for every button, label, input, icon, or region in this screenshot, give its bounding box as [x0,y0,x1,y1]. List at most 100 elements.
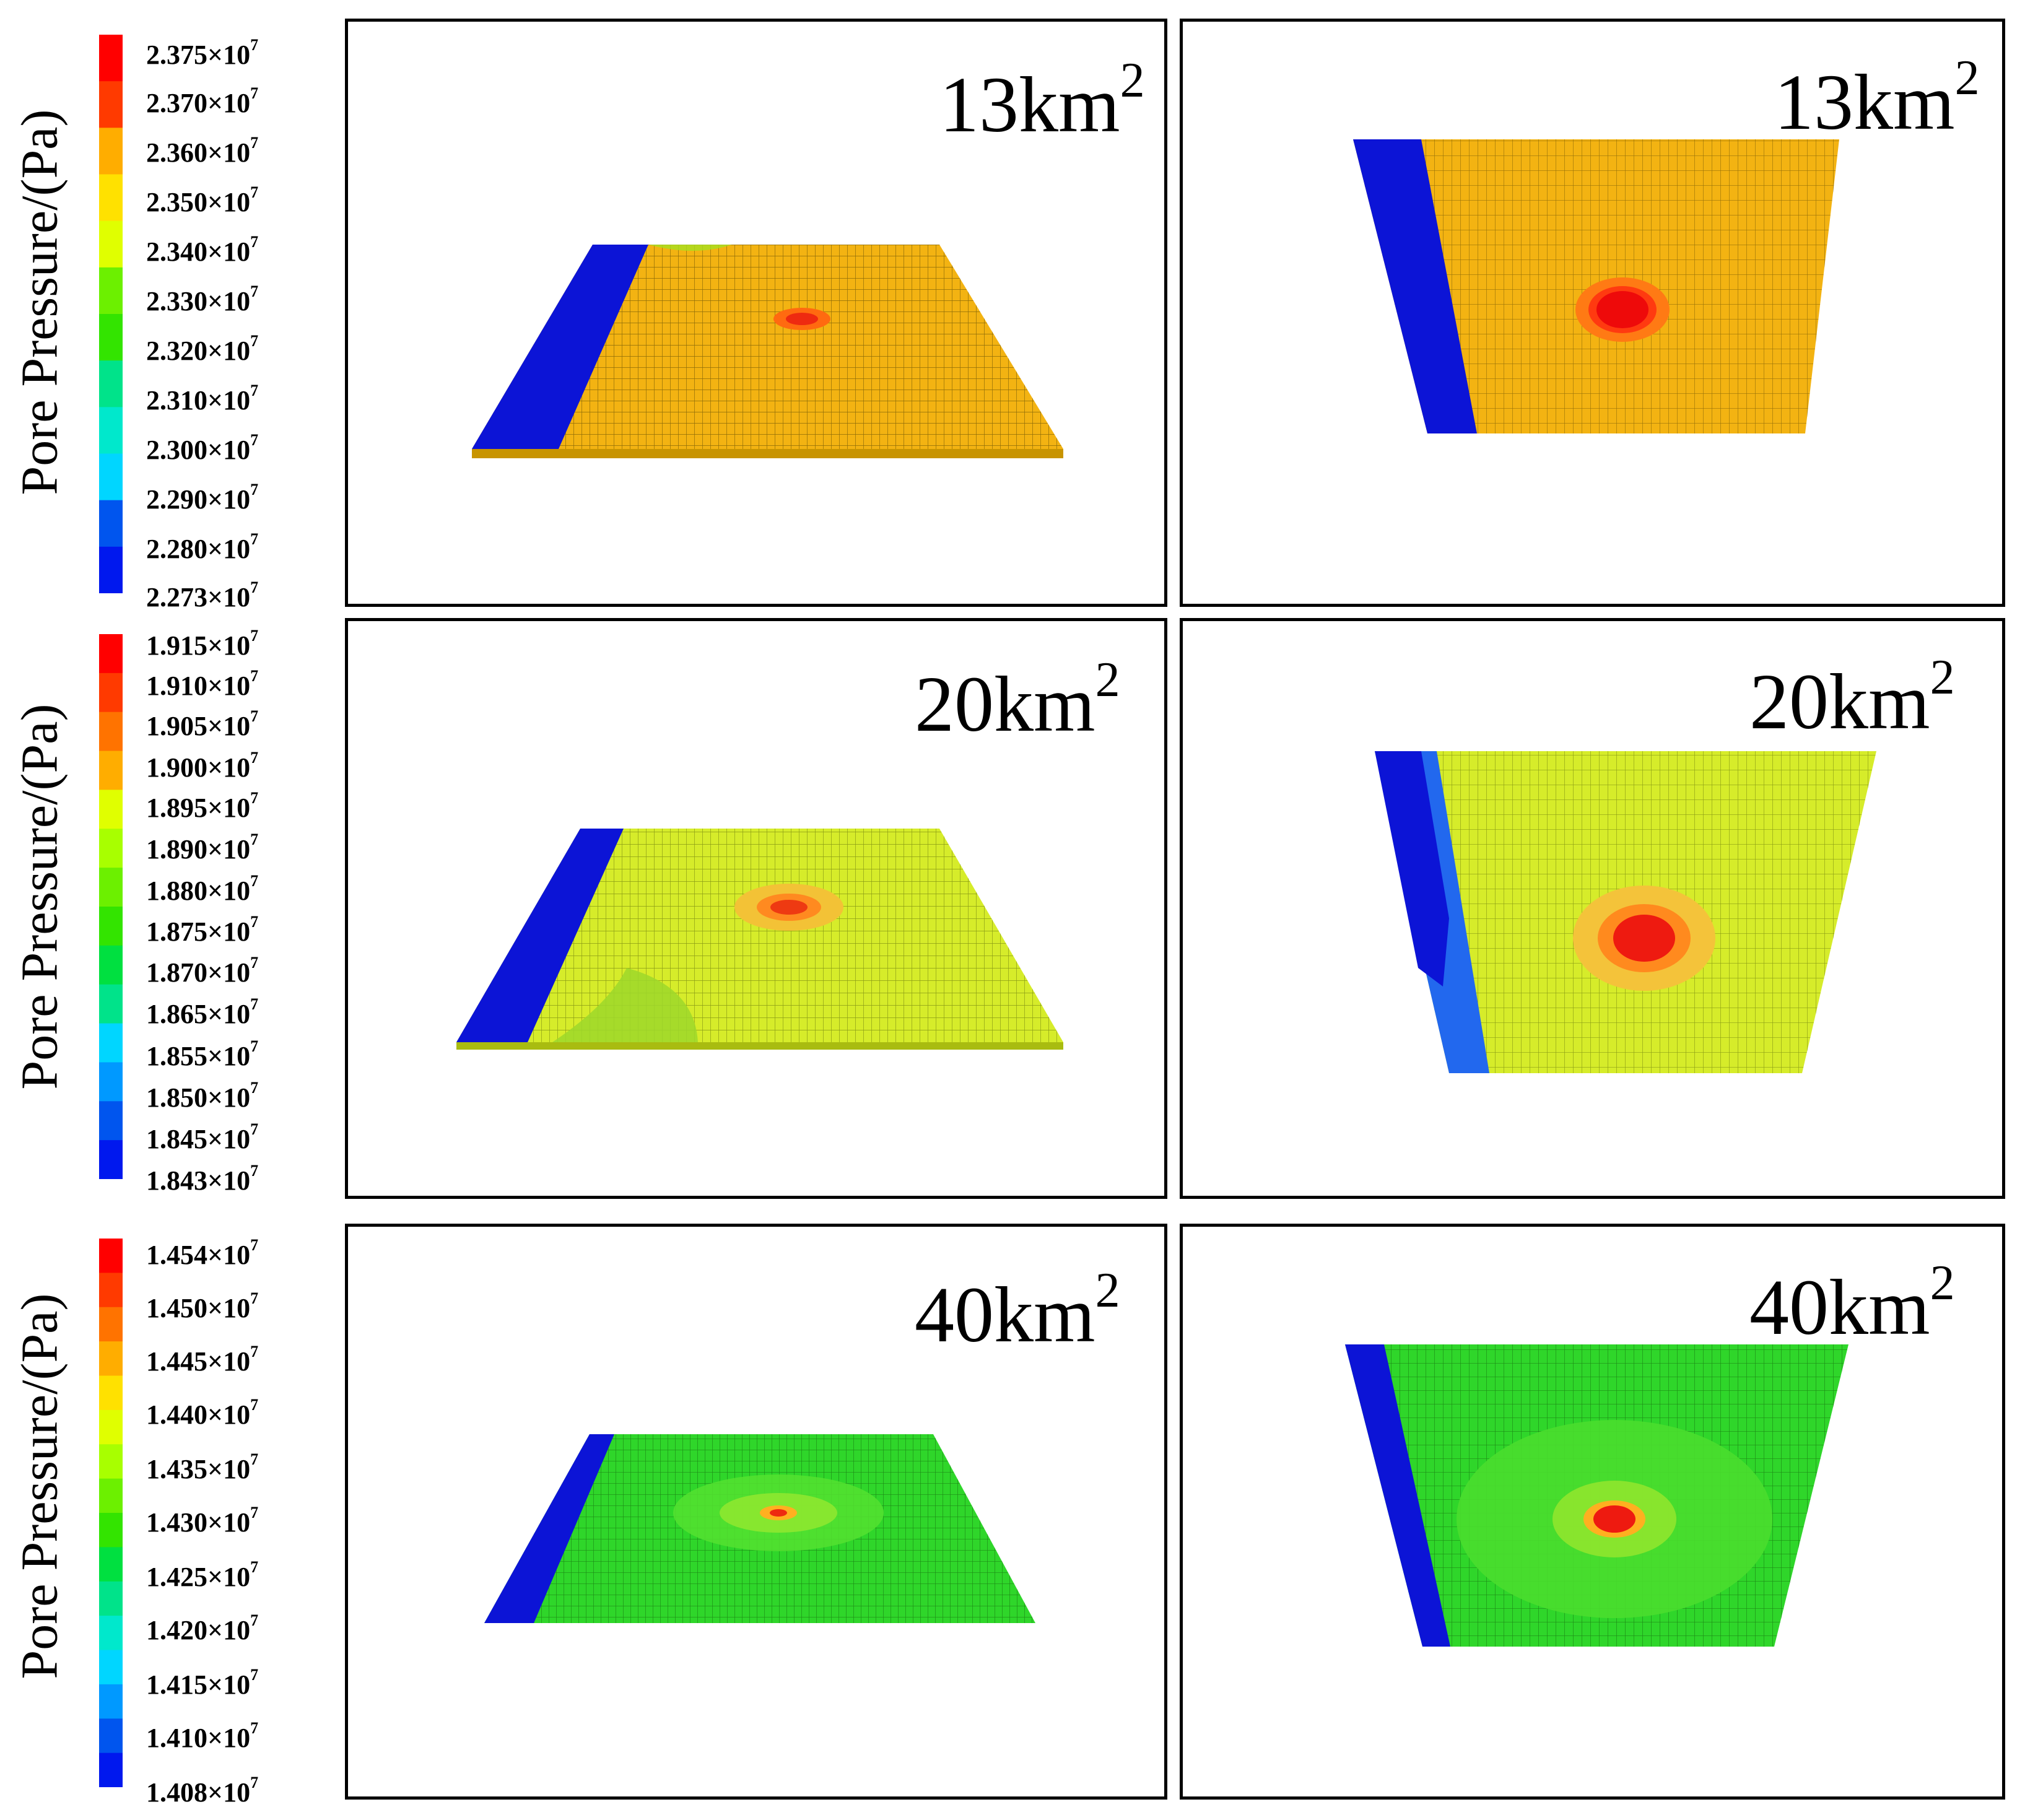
colorbar-block [99,1409,123,1445]
colorbar-block [99,945,123,985]
tick-row-1: 2.320×107 [146,332,259,366]
tick-row-1: 2.280×107 [146,530,259,564]
colorbar-block [99,1140,123,1179]
panel-20km-perspective: 20km2 [345,618,1167,1199]
colorbar-block [99,1478,123,1513]
colorbar-block [99,1753,123,1787]
tick-row-2: 1.895×107 [146,789,259,823]
colorbar-block [99,1684,123,1720]
area-label: 40km2 [1749,1256,1955,1351]
tick-row-1: 2.360×107 [146,134,259,168]
colorbar-row-1 [99,35,123,593]
colorbar-block [99,1239,123,1274]
panel-40km-top: 40km2 [1180,1224,2005,1800]
panel-40km-perspective: 40km2 [345,1224,1167,1800]
tick-row-3: 1.450×107 [146,1289,259,1323]
tick-row-2: 1.870×107 [146,954,259,988]
colorbar-block [99,1062,123,1102]
area-label: 40km2 [915,1263,1120,1359]
colorbar-block [99,712,123,752]
colorbar-block [99,1341,123,1377]
colorbar-block [99,634,123,674]
tick-row-2: 1.865×107 [146,995,259,1029]
colorbar-block [99,35,123,82]
colorbar-block [99,1616,123,1651]
colorbar-block [99,1513,123,1548]
tick-row-3: 1.430×107 [146,1504,259,1538]
colorbar-block [99,128,123,175]
colorbar-block [99,267,123,315]
tick-row-3: 1.408×107 [146,1774,259,1808]
tick-row-2: 1.875×107 [146,913,259,947]
colorbar-row-1-gradient [99,35,123,593]
colorbar-block [99,673,123,713]
boundary-zone [456,829,624,1042]
colorbar-block [99,220,123,268]
colorbar-block [99,453,123,501]
boundary-zone [1353,139,1477,433]
tick-row-1: 2.300×107 [146,431,259,465]
tick-row-1: 2.370×107 [146,84,259,118]
tick-row-3: 1.440×107 [146,1396,259,1430]
boundary-zone [472,245,648,449]
colorbar-block [99,907,123,946]
tick-row-3: 1.454×107 [146,1236,259,1270]
tick-row-2: 1.890×107 [146,830,259,864]
colorbar-block [99,81,123,129]
tick-row-1: 2.273×107 [146,578,259,612]
colorbar-block [99,868,123,907]
tick-row-2: 1.905×107 [146,707,259,741]
panel-20km-top: 20km2 [1180,618,2005,1199]
colorbar-row-3 [99,1239,123,1787]
tick-row-2: 1.845×107 [146,1120,259,1154]
boundary-zone [1345,1344,1450,1647]
tick-row-2: 1.900×107 [146,749,259,783]
colorbar-block [99,360,123,408]
tick-row-2: 1.880×107 [146,872,259,906]
colorbar-block [99,1581,123,1616]
colorbar-block [99,790,123,830]
colorbar-block [99,751,123,791]
legend-title-row-3: Pore Pressure/(Pa) [11,1293,69,1679]
panel-13km-perspective: 13km2 [345,19,1167,607]
tick-row-1: 2.330×107 [146,282,259,316]
tick-row-3: 1.445×107 [146,1343,259,1377]
colorbar-block [99,984,123,1024]
tick-row-1: 2.290×107 [146,481,259,515]
tick-row-1: 2.340×107 [146,233,259,267]
colorbar-block [99,314,123,361]
colorbar-block [99,1650,123,1685]
colorbar-block [99,174,123,222]
boundary-zone [484,1434,614,1623]
tick-row-2: 1.915×107 [146,627,259,661]
legend-title-row-2: Pore Pressure/(Pa) [11,703,69,1090]
area-label: 20km2 [915,653,1120,748]
colorbar-block [99,1718,123,1754]
tick-row-2: 1.850×107 [146,1079,259,1113]
panel-13km-top: 13km2 [1180,19,2005,607]
tick-row-2: 1.843×107 [146,1162,259,1196]
colorbar-block [99,1444,123,1479]
colorbar-block [99,1547,123,1582]
area-label: 13km2 [1774,51,1980,146]
tick-row-1: 2.350×107 [146,183,259,217]
colorbar-block [99,1273,123,1308]
area-label: 13km2 [939,53,1145,149]
tick-row-1: 2.310×107 [146,381,259,416]
colorbar-block [99,829,123,868]
colorbar-block [99,1307,123,1342]
colorbar-block [99,407,123,455]
tick-row-3: 1.435×107 [146,1450,259,1484]
colorbar-block [99,1375,123,1411]
colorbar-block [99,1023,123,1063]
colorbar-block [99,546,123,593]
tick-row-1: 2.375×107 [146,36,259,70]
legend-title-row-1: Pore Pressure/(Pa) [11,109,69,495]
colorbar-row-3-gradient [99,1239,123,1787]
colorbar-row-2-gradient [99,634,123,1179]
area-label: 20km2 [1749,650,1955,746]
tick-row-3: 1.410×107 [146,1719,259,1753]
tick-row-2: 1.855×107 [146,1037,259,1071]
tick-row-3: 1.420×107 [146,1611,259,1645]
colorbar-row-2 [99,634,123,1179]
